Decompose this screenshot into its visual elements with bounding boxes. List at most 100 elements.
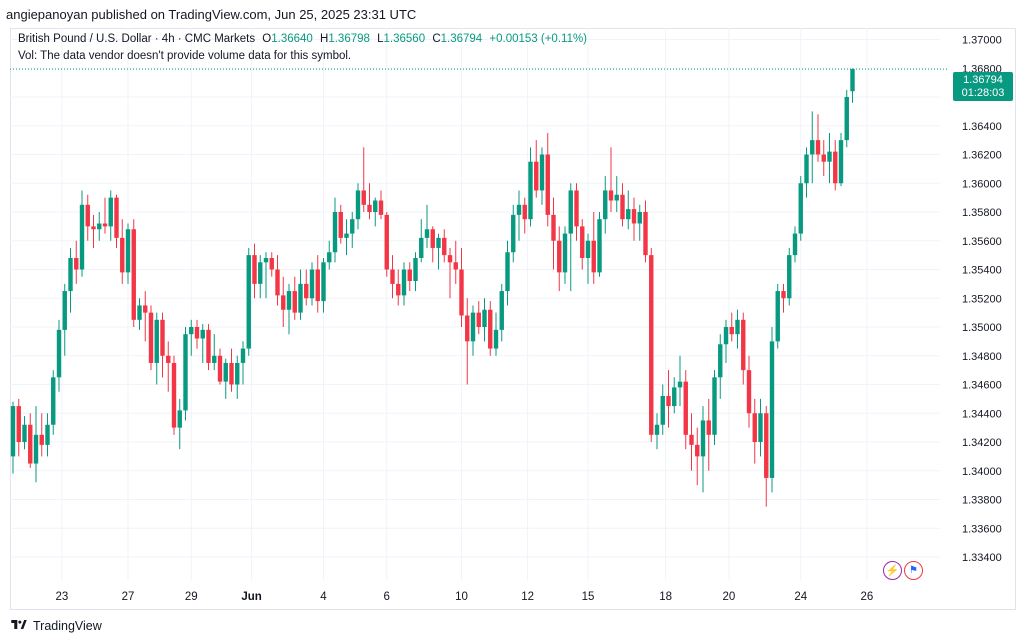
candle-body — [516, 204, 522, 215]
candle-body — [148, 312, 154, 363]
candle — [534, 140, 539, 198]
candle-body — [447, 255, 453, 263]
candle-body — [528, 161, 533, 220]
candle — [493, 312, 499, 356]
candle-body — [298, 283, 303, 313]
candle — [321, 258, 326, 313]
candle-body — [39, 434, 44, 445]
candle-body — [396, 283, 401, 296]
candle-body — [183, 334, 188, 411]
candle-body — [723, 327, 729, 345]
candle-body — [315, 269, 320, 302]
candle — [332, 197, 338, 263]
candle — [580, 219, 585, 270]
candle-body — [235, 362, 240, 385]
candle — [309, 262, 315, 306]
candle — [102, 197, 108, 234]
candle — [39, 413, 44, 457]
candle — [557, 226, 562, 292]
candle — [723, 319, 729, 363]
candle-body — [413, 258, 418, 281]
candle-body — [350, 219, 355, 234]
candle-body — [246, 255, 251, 349]
change-value: +0.00153 (+0.11%) — [489, 33, 588, 45]
candle — [677, 355, 683, 407]
candle — [815, 114, 821, 162]
candle — [787, 247, 792, 306]
candle-body — [102, 223, 108, 227]
candle-body — [626, 209, 631, 220]
low-label: L — [377, 33, 384, 45]
candle-body — [430, 229, 435, 248]
candle-body — [488, 309, 493, 349]
us-flag-icon[interactable]: ⚑ — [904, 561, 923, 580]
candle — [45, 413, 50, 457]
candle-body — [718, 344, 723, 378]
candle — [148, 305, 154, 371]
candle-body — [580, 226, 585, 258]
price-tick-label: 1.37000 — [962, 35, 1002, 47]
candle — [833, 140, 838, 191]
candle-body — [735, 319, 740, 335]
candlestick-chart[interactable]: 1.370001.368001.366001.364001.362001.360… — [10, 28, 1016, 610]
candle-body — [850, 69, 855, 92]
candle — [51, 370, 56, 435]
candle-body — [557, 240, 562, 273]
candle — [459, 247, 464, 327]
candle-body — [194, 327, 200, 339]
candle-body — [608, 190, 614, 201]
candle — [79, 190, 85, 277]
grid-layer — [10, 28, 940, 580]
candle-body — [534, 161, 539, 191]
candle — [654, 413, 660, 450]
candle-body — [143, 305, 148, 313]
candle — [91, 214, 96, 248]
time-tick-label: 6 — [384, 591, 390, 603]
candle — [729, 312, 734, 342]
volume-note: Vol: The data vendor doesn't provide vol… — [18, 50, 352, 62]
candle — [33, 406, 39, 483]
candle — [327, 240, 332, 270]
time-tick-label: 27 — [122, 591, 135, 603]
tradingview-logo-icon — [11, 620, 27, 629]
candle — [746, 355, 752, 428]
candle-body — [378, 200, 384, 215]
candle — [355, 183, 361, 230]
candle — [827, 132, 832, 184]
candle — [424, 204, 430, 248]
candle — [189, 319, 194, 356]
candle — [844, 89, 849, 148]
candle — [505, 240, 510, 306]
candle-body — [574, 190, 579, 227]
candle-layer — [10, 68, 855, 507]
candle-body — [545, 154, 550, 215]
candle — [28, 413, 33, 468]
symbol-name: British Pound / U.S. Dollar · 4h · CMC M… — [18, 33, 256, 45]
candle-body — [769, 341, 775, 478]
candle-body — [51, 377, 56, 425]
candle — [516, 190, 522, 241]
candle-body — [160, 319, 165, 356]
candle-body — [269, 258, 274, 270]
candle — [597, 212, 602, 277]
candle-body — [131, 229, 136, 320]
price-axis[interactable]: 1.370001.368001.366001.364001.362001.360… — [962, 35, 1002, 565]
candle — [258, 255, 263, 299]
published-caption: angiepanoyan published on TradingView.co… — [6, 7, 417, 22]
candle-body — [424, 229, 430, 238]
time-axis[interactable]: 23 27 29 Jun 4 6 10 12 15 18 20 24 26 — [55, 591, 873, 603]
candle-body — [74, 258, 79, 270]
candle-body — [321, 262, 326, 302]
candle-body — [683, 381, 688, 435]
candle — [476, 301, 481, 335]
candle-body — [384, 214, 389, 270]
candle-body — [258, 262, 263, 284]
candle-body — [551, 214, 556, 241]
flash-icon[interactable]: ⚡ — [883, 561, 902, 580]
candle-body — [108, 197, 113, 227]
bar-countdown: 01:28:03 — [961, 87, 1005, 99]
price-tick-label: 1.36000 — [962, 178, 1002, 190]
candle — [700, 406, 706, 493]
candle — [850, 68, 855, 103]
candle — [367, 183, 372, 220]
